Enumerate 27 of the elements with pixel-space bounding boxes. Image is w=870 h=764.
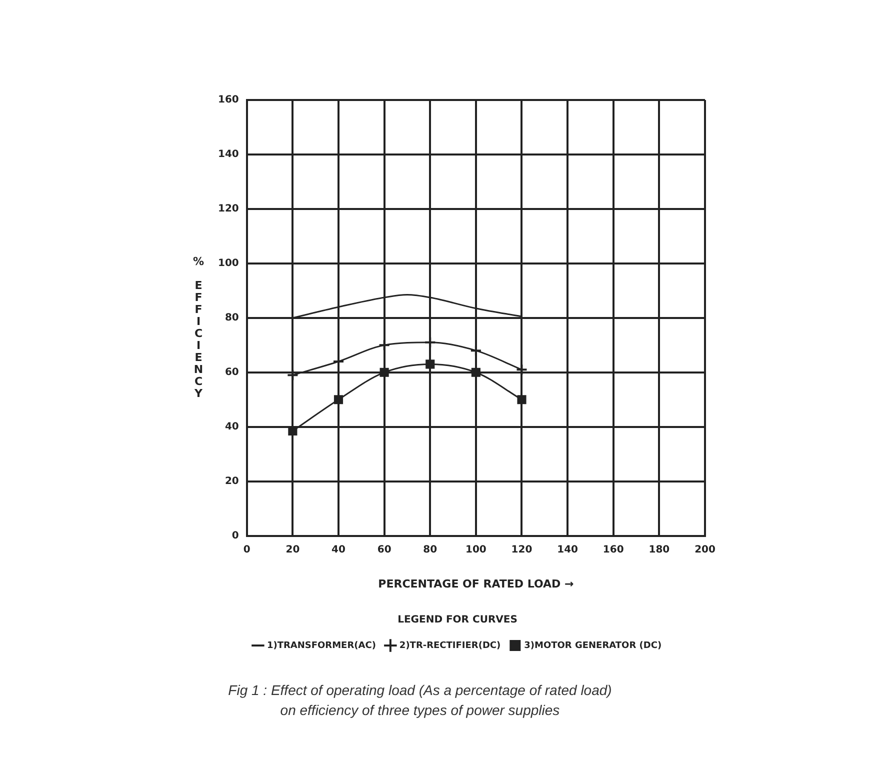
x-tick-label: 100 bbox=[466, 544, 486, 556]
legend-title: LEGEND FOR CURVES bbox=[398, 614, 518, 626]
x-tick-label: 0 bbox=[243, 544, 250, 556]
x-tick-label: 20 bbox=[286, 544, 300, 556]
y-tick-label: 160 bbox=[218, 94, 239, 106]
x-tick-label: 160 bbox=[602, 544, 624, 556]
legend-label: 1)TRANSFORMER(AC) bbox=[266, 640, 376, 651]
y-tick-label: 0 bbox=[232, 530, 239, 542]
y-tick-label: 100 bbox=[218, 258, 239, 270]
x-axis-title: PERCENTAGE OF RATED LOAD → bbox=[378, 577, 574, 590]
caption: Fig 1 : Effect of operating load (As a percentage of rated load) on efficiency of three types of power supplies bbox=[227, 681, 613, 720]
x-tick-label: 80 bbox=[423, 544, 438, 556]
x-tick-label: 60 bbox=[377, 544, 392, 556]
y-tick-label: 20 bbox=[224, 476, 239, 487]
y-axis-title: % EFFICIENCY bbox=[192, 255, 205, 399]
x-tick-label: 200 bbox=[694, 544, 716, 556]
y-tick-label: 140 bbox=[218, 149, 239, 160]
x-tick-label: 40 bbox=[332, 544, 346, 556]
legend-label: 2)TR-RECTIFIER(DC) bbox=[399, 640, 501, 651]
legend-label: 3)MOTOR GENERATOR (DC) bbox=[524, 640, 662, 651]
x-tick-label: 120 bbox=[511, 544, 532, 556]
y-tick-label: 80 bbox=[224, 312, 239, 324]
y-tick-label: 120 bbox=[218, 204, 239, 215]
x-tick-label: 140 bbox=[557, 544, 578, 556]
y-tick-label: 60 bbox=[224, 366, 239, 378]
x-tick-label: 180 bbox=[648, 544, 670, 556]
y-tick-label: 40 bbox=[224, 421, 239, 432]
